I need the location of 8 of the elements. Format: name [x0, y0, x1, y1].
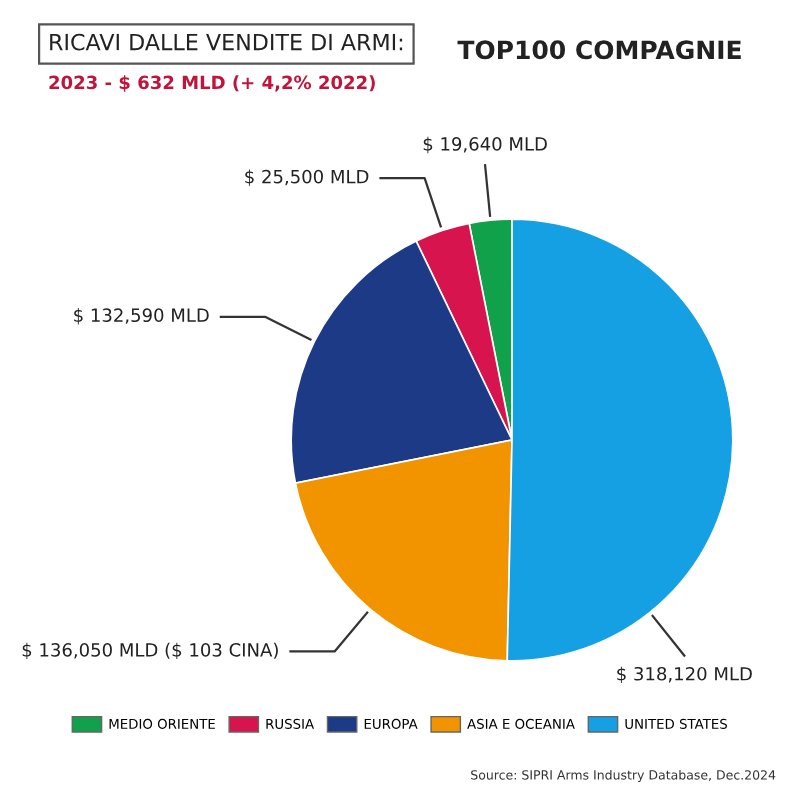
chart-title: RICAVI DALLE VENDITE DI ARMI:	[50, 33, 403, 51]
text: TOP100 COMPAGNIE	[457, 40, 741, 60]
data-label: $ 19,640 MLD	[423, 136, 547, 154]
data-label: $ 132,590 MLD	[74, 308, 209, 325]
chart-subtitle: 2023 - $ 632 MLD (+ 4,2% 2022)	[49, 75, 375, 92]
data-label: $ 318,120 MLD	[617, 666, 752, 684]
data-label: $ 136,050 MLD ($ 103 CINA)	[22, 642, 278, 660]
data-label: $ 25,500 MLD	[245, 169, 369, 186]
